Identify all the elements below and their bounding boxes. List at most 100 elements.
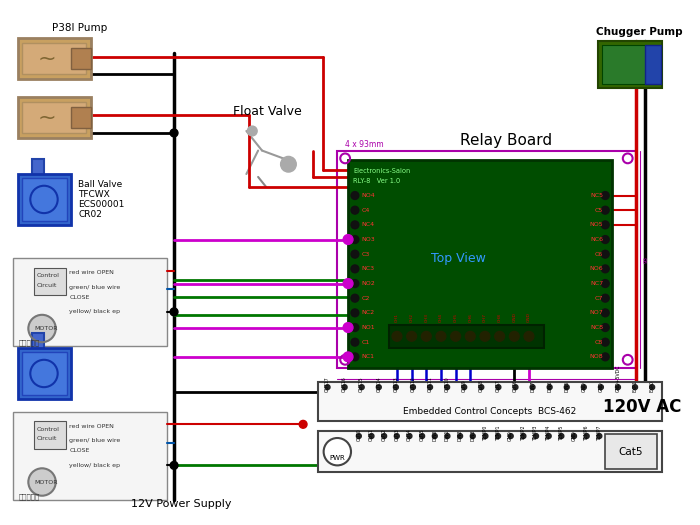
Bar: [602, 45, 646, 84]
Circle shape: [393, 385, 398, 390]
Circle shape: [466, 331, 475, 341]
Bar: [71, 107, 91, 128]
Text: 执行器内部: 执行器内部: [19, 340, 40, 346]
Text: GND: GND: [598, 381, 603, 392]
Text: NO4: NO4: [362, 193, 375, 198]
Text: Ball Valve: Ball Valve: [78, 180, 122, 190]
Circle shape: [601, 265, 609, 273]
Circle shape: [421, 331, 431, 341]
Text: OUT5: OUT5: [419, 428, 425, 441]
Text: OUT10: OUT10: [444, 376, 449, 392]
Circle shape: [29, 315, 56, 342]
Text: OUT11: OUT11: [428, 376, 433, 392]
Text: CH6: CH6: [468, 313, 472, 322]
Text: OUT0: OUT0: [356, 428, 361, 441]
Text: TFCWX: TFCWX: [78, 190, 110, 199]
Circle shape: [247, 126, 257, 136]
Text: OUT9: OUT9: [462, 380, 467, 392]
Text: GND+5VDC: GND+5VDC: [615, 365, 620, 392]
Circle shape: [343, 352, 353, 362]
Text: GND: GND: [527, 312, 531, 322]
Circle shape: [479, 385, 484, 390]
Text: Chugger Pump: Chugger Pump: [596, 27, 683, 37]
Circle shape: [170, 461, 178, 469]
Text: DIN7: DIN7: [530, 381, 535, 392]
Text: GND: GND: [581, 381, 587, 392]
Circle shape: [496, 385, 500, 390]
Text: ~: ~: [38, 107, 56, 127]
Text: P38I Pump: P38I Pump: [52, 23, 107, 33]
Circle shape: [445, 434, 450, 438]
Bar: [18, 97, 91, 138]
Circle shape: [29, 468, 56, 496]
Text: CH2: CH2: [410, 313, 414, 322]
Circle shape: [533, 434, 538, 438]
Circle shape: [598, 385, 603, 390]
Bar: [389, 324, 544, 348]
Text: EXP1: EXP1: [633, 380, 638, 392]
Text: TEMP0: TEMP0: [483, 426, 488, 441]
Text: NC5: NC5: [590, 193, 603, 198]
Bar: [13, 258, 167, 346]
Text: DIN1: DIN1: [445, 429, 450, 441]
Circle shape: [407, 434, 412, 438]
Text: 93: 93: [643, 256, 648, 262]
Text: C6: C6: [595, 251, 603, 257]
Circle shape: [601, 221, 609, 229]
Text: TEMP1: TEMP1: [496, 425, 500, 441]
Text: Embedded Control Concepts  BCS-462: Embedded Control Concepts BCS-462: [403, 407, 577, 416]
Text: TEMP6: TEMP6: [584, 425, 589, 441]
Text: C7: C7: [595, 296, 603, 301]
Text: green/ blue wire: green/ blue wire: [69, 285, 120, 290]
Text: C3: C3: [362, 251, 370, 257]
Text: Circuit: Circuit: [36, 436, 57, 442]
Bar: [34, 422, 66, 449]
Circle shape: [436, 331, 446, 341]
Circle shape: [601, 192, 609, 200]
Circle shape: [483, 434, 488, 438]
Circle shape: [633, 385, 638, 390]
Circle shape: [170, 129, 178, 137]
Circle shape: [601, 250, 609, 258]
Bar: [318, 382, 662, 422]
Text: NO7: NO7: [589, 310, 603, 316]
Bar: [22, 352, 67, 395]
Text: OUT17: OUT17: [325, 376, 330, 392]
Text: Circuit: Circuit: [36, 283, 57, 288]
Text: Top View: Top View: [431, 251, 486, 265]
Circle shape: [351, 295, 359, 302]
Text: OUT8: OUT8: [479, 379, 484, 392]
Circle shape: [343, 235, 353, 245]
Text: ~: ~: [38, 49, 56, 69]
Text: CH8: CH8: [498, 313, 502, 322]
Text: OUT4: OUT4: [407, 428, 412, 441]
Bar: [22, 102, 86, 133]
Circle shape: [369, 434, 374, 438]
Circle shape: [546, 434, 551, 438]
Circle shape: [351, 265, 359, 273]
Circle shape: [530, 385, 535, 390]
Text: NO8: NO8: [589, 354, 603, 359]
Text: OUT15: OUT15: [359, 376, 364, 392]
Text: 12V Power Supply: 12V Power Supply: [131, 499, 231, 509]
Text: 执行器内部: 执行器内部: [19, 494, 40, 500]
Circle shape: [559, 434, 564, 438]
Text: Float Valve: Float Valve: [232, 105, 302, 118]
Text: CLOSE: CLOSE: [69, 448, 90, 453]
Text: yellow/ black ep: yellow/ black ep: [69, 309, 120, 314]
Text: OUT13: OUT13: [393, 376, 398, 392]
Text: OUT16: OUT16: [342, 376, 347, 392]
Text: RLY-8   Ver 1.0: RLY-8 Ver 1.0: [353, 178, 400, 184]
Circle shape: [572, 434, 577, 438]
Circle shape: [510, 331, 519, 341]
Circle shape: [351, 338, 359, 346]
Text: NC2: NC2: [362, 310, 375, 316]
Circle shape: [325, 385, 330, 390]
Circle shape: [524, 331, 534, 341]
Circle shape: [458, 434, 463, 438]
Text: OUT3: OUT3: [394, 428, 399, 441]
Text: yellow/ black ep: yellow/ black ep: [69, 463, 120, 468]
Circle shape: [433, 434, 438, 438]
Text: CH4: CH4: [439, 313, 443, 322]
Text: GND: GND: [571, 430, 577, 441]
